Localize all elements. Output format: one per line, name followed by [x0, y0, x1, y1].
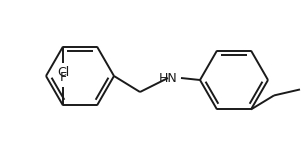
Text: Cl: Cl [57, 66, 69, 79]
Text: F: F [59, 71, 67, 84]
Text: HN: HN [159, 71, 177, 84]
